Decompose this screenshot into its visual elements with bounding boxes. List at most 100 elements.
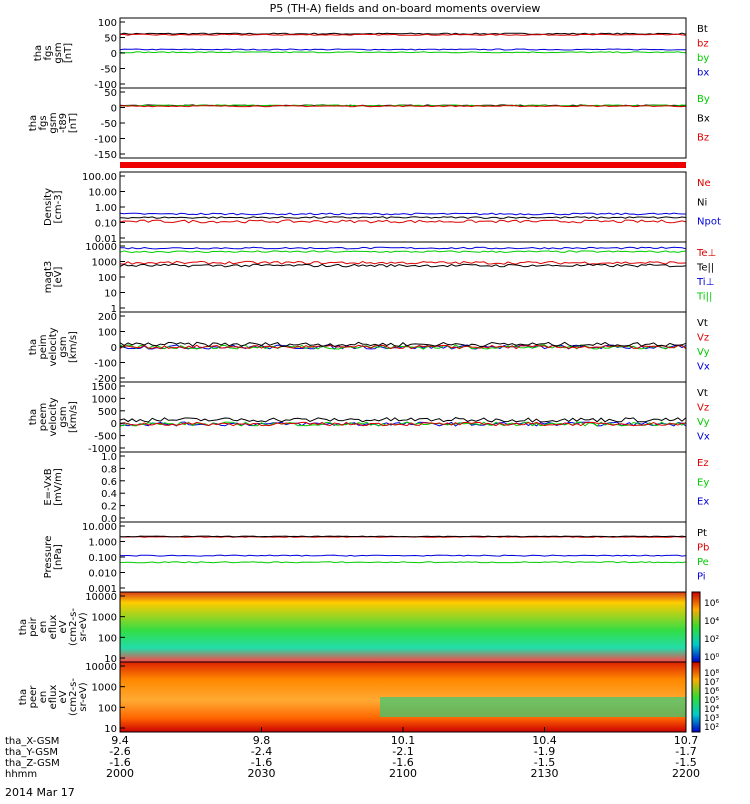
y-axis-label: peir xyxy=(28,616,39,636)
y-tick-label: 100 xyxy=(98,18,117,29)
x-tick-label: 2200 xyxy=(672,767,700,780)
panel-frame xyxy=(119,87,687,159)
y-tick-label: -50 xyxy=(101,119,117,130)
y-axis-label: velocity xyxy=(48,327,59,366)
series-line xyxy=(119,48,687,51)
y-axis-label: tha xyxy=(33,45,44,61)
y-tick-label: 0 xyxy=(111,343,117,354)
y-tick-label: 10 xyxy=(104,654,117,665)
x-tick-label: 10.7 xyxy=(674,734,699,747)
y-tick-label: 0.10 xyxy=(95,219,117,230)
y-axis-label: (cm2-s- xyxy=(68,608,79,646)
legend-entry: Bz xyxy=(697,133,709,144)
y-tick-label: 1500 xyxy=(92,382,117,393)
x-tick-label: 2030 xyxy=(248,767,276,780)
legend-entry: Vx xyxy=(697,362,710,373)
x-tick-label: 2100 xyxy=(389,767,417,780)
panel-frame xyxy=(119,171,687,243)
legend-entry: Ni xyxy=(697,197,707,208)
panel-frame xyxy=(119,451,687,523)
legend-entry: bz xyxy=(697,39,709,50)
series-line xyxy=(120,246,687,250)
y-tick-label: 0.001 xyxy=(88,584,117,595)
y-tick-label: 100 xyxy=(98,703,117,714)
series-line xyxy=(119,250,687,254)
legend-entry: Ex xyxy=(697,497,709,508)
y-axis-label: eflux xyxy=(48,615,59,640)
y-axis-label: eV xyxy=(58,690,69,703)
legend-entry: Vy xyxy=(697,347,710,358)
y-axis-label: en xyxy=(38,691,49,704)
series-line xyxy=(119,421,687,427)
y-axis-label: sr-eV) xyxy=(78,612,89,641)
series-line xyxy=(119,561,687,564)
y-tick-label: 200 xyxy=(98,312,117,323)
y-axis-label: fgs xyxy=(43,45,54,60)
y-tick-label: -1000 xyxy=(88,444,117,455)
legend-entry: Npot xyxy=(697,217,721,228)
x-tick-label: -1.9 xyxy=(534,745,555,758)
x-tick-label: 10.4 xyxy=(532,734,557,747)
y-axis-label: gsm xyxy=(48,112,59,133)
y-tick-label: 10 xyxy=(104,724,117,735)
y-axis-label: tha xyxy=(28,339,39,355)
y-tick-label: 100 xyxy=(98,273,117,284)
ephemeris-label: tha_Y-GSM xyxy=(5,747,58,758)
y-axis-label: velocity xyxy=(48,397,59,436)
y-axis-label: [km/s] xyxy=(68,331,79,363)
y-axis-label: gsm xyxy=(58,336,69,357)
y-axis-label: -t89 xyxy=(58,113,69,133)
spectrogram xyxy=(120,592,686,662)
x-tick-label: -2.1 xyxy=(392,745,413,758)
y-tick-label: 0.100 xyxy=(88,553,117,564)
colorbar-tick-label: 10² xyxy=(704,723,719,733)
y-axis-label: E=-VxB xyxy=(43,468,54,505)
colorbar-tick-label: 10⁷ xyxy=(704,678,719,688)
y-tick-label: 10000 xyxy=(85,242,117,253)
series-line xyxy=(119,344,687,350)
y-axis-label: tha xyxy=(18,619,29,635)
y-tick-label: 0 xyxy=(111,419,117,430)
colorbar-tick-label: 10⁰ xyxy=(704,653,719,663)
series-line xyxy=(119,104,687,108)
y-axis-label: [nT] xyxy=(68,113,79,133)
y-axis-label: Density xyxy=(43,188,54,226)
series-line xyxy=(119,260,687,265)
y-tick-label: -500 xyxy=(94,432,117,443)
plot-title: P5 (TH-A) fields and on-board moments ov… xyxy=(270,2,541,15)
y-tick-label: 1000 xyxy=(92,258,117,269)
y-tick-label: 1.00 xyxy=(95,203,117,214)
y-tick-label: 1.0 xyxy=(101,452,117,463)
legend-entry: By xyxy=(697,94,710,105)
legend-entry: Ez xyxy=(697,458,709,469)
x-tick-label: 2000 xyxy=(106,767,134,780)
panel-frame xyxy=(119,521,687,593)
legend-entry: Te⊥ xyxy=(696,248,716,259)
y-axis-label: tha xyxy=(28,409,39,425)
y-tick-label: -150 xyxy=(94,150,117,161)
colorbar-tick-label: 10⁴ xyxy=(704,705,719,715)
y-axis-label: gsm xyxy=(58,406,69,427)
y-axis-label: peer xyxy=(28,685,39,709)
series-line xyxy=(120,554,687,557)
colorbar-tick-label: 10⁴ xyxy=(704,617,719,627)
series-line xyxy=(119,33,687,36)
y-axis-label: eV xyxy=(58,620,69,633)
legend-entry: Vx xyxy=(697,432,710,443)
y-tick-label: 1000 xyxy=(92,613,117,624)
y-axis-label: sr-eV) xyxy=(78,682,89,711)
series-line xyxy=(119,344,687,350)
spectrogram-low-flux xyxy=(380,697,686,717)
series-line xyxy=(120,535,687,538)
y-tick-label: 10.00 xyxy=(88,188,117,199)
legend-entry: Bt xyxy=(697,24,708,35)
y-tick-label: 500 xyxy=(98,407,117,418)
series-line xyxy=(119,341,687,348)
y-axis-label: fgs xyxy=(38,115,49,130)
legend-entry: Bx xyxy=(697,113,710,124)
series-line xyxy=(119,219,687,224)
y-axis-label: [nPa] xyxy=(53,544,64,570)
y-tick-label: 100.00 xyxy=(82,172,117,183)
x-tick-label: 9.8 xyxy=(253,734,271,747)
